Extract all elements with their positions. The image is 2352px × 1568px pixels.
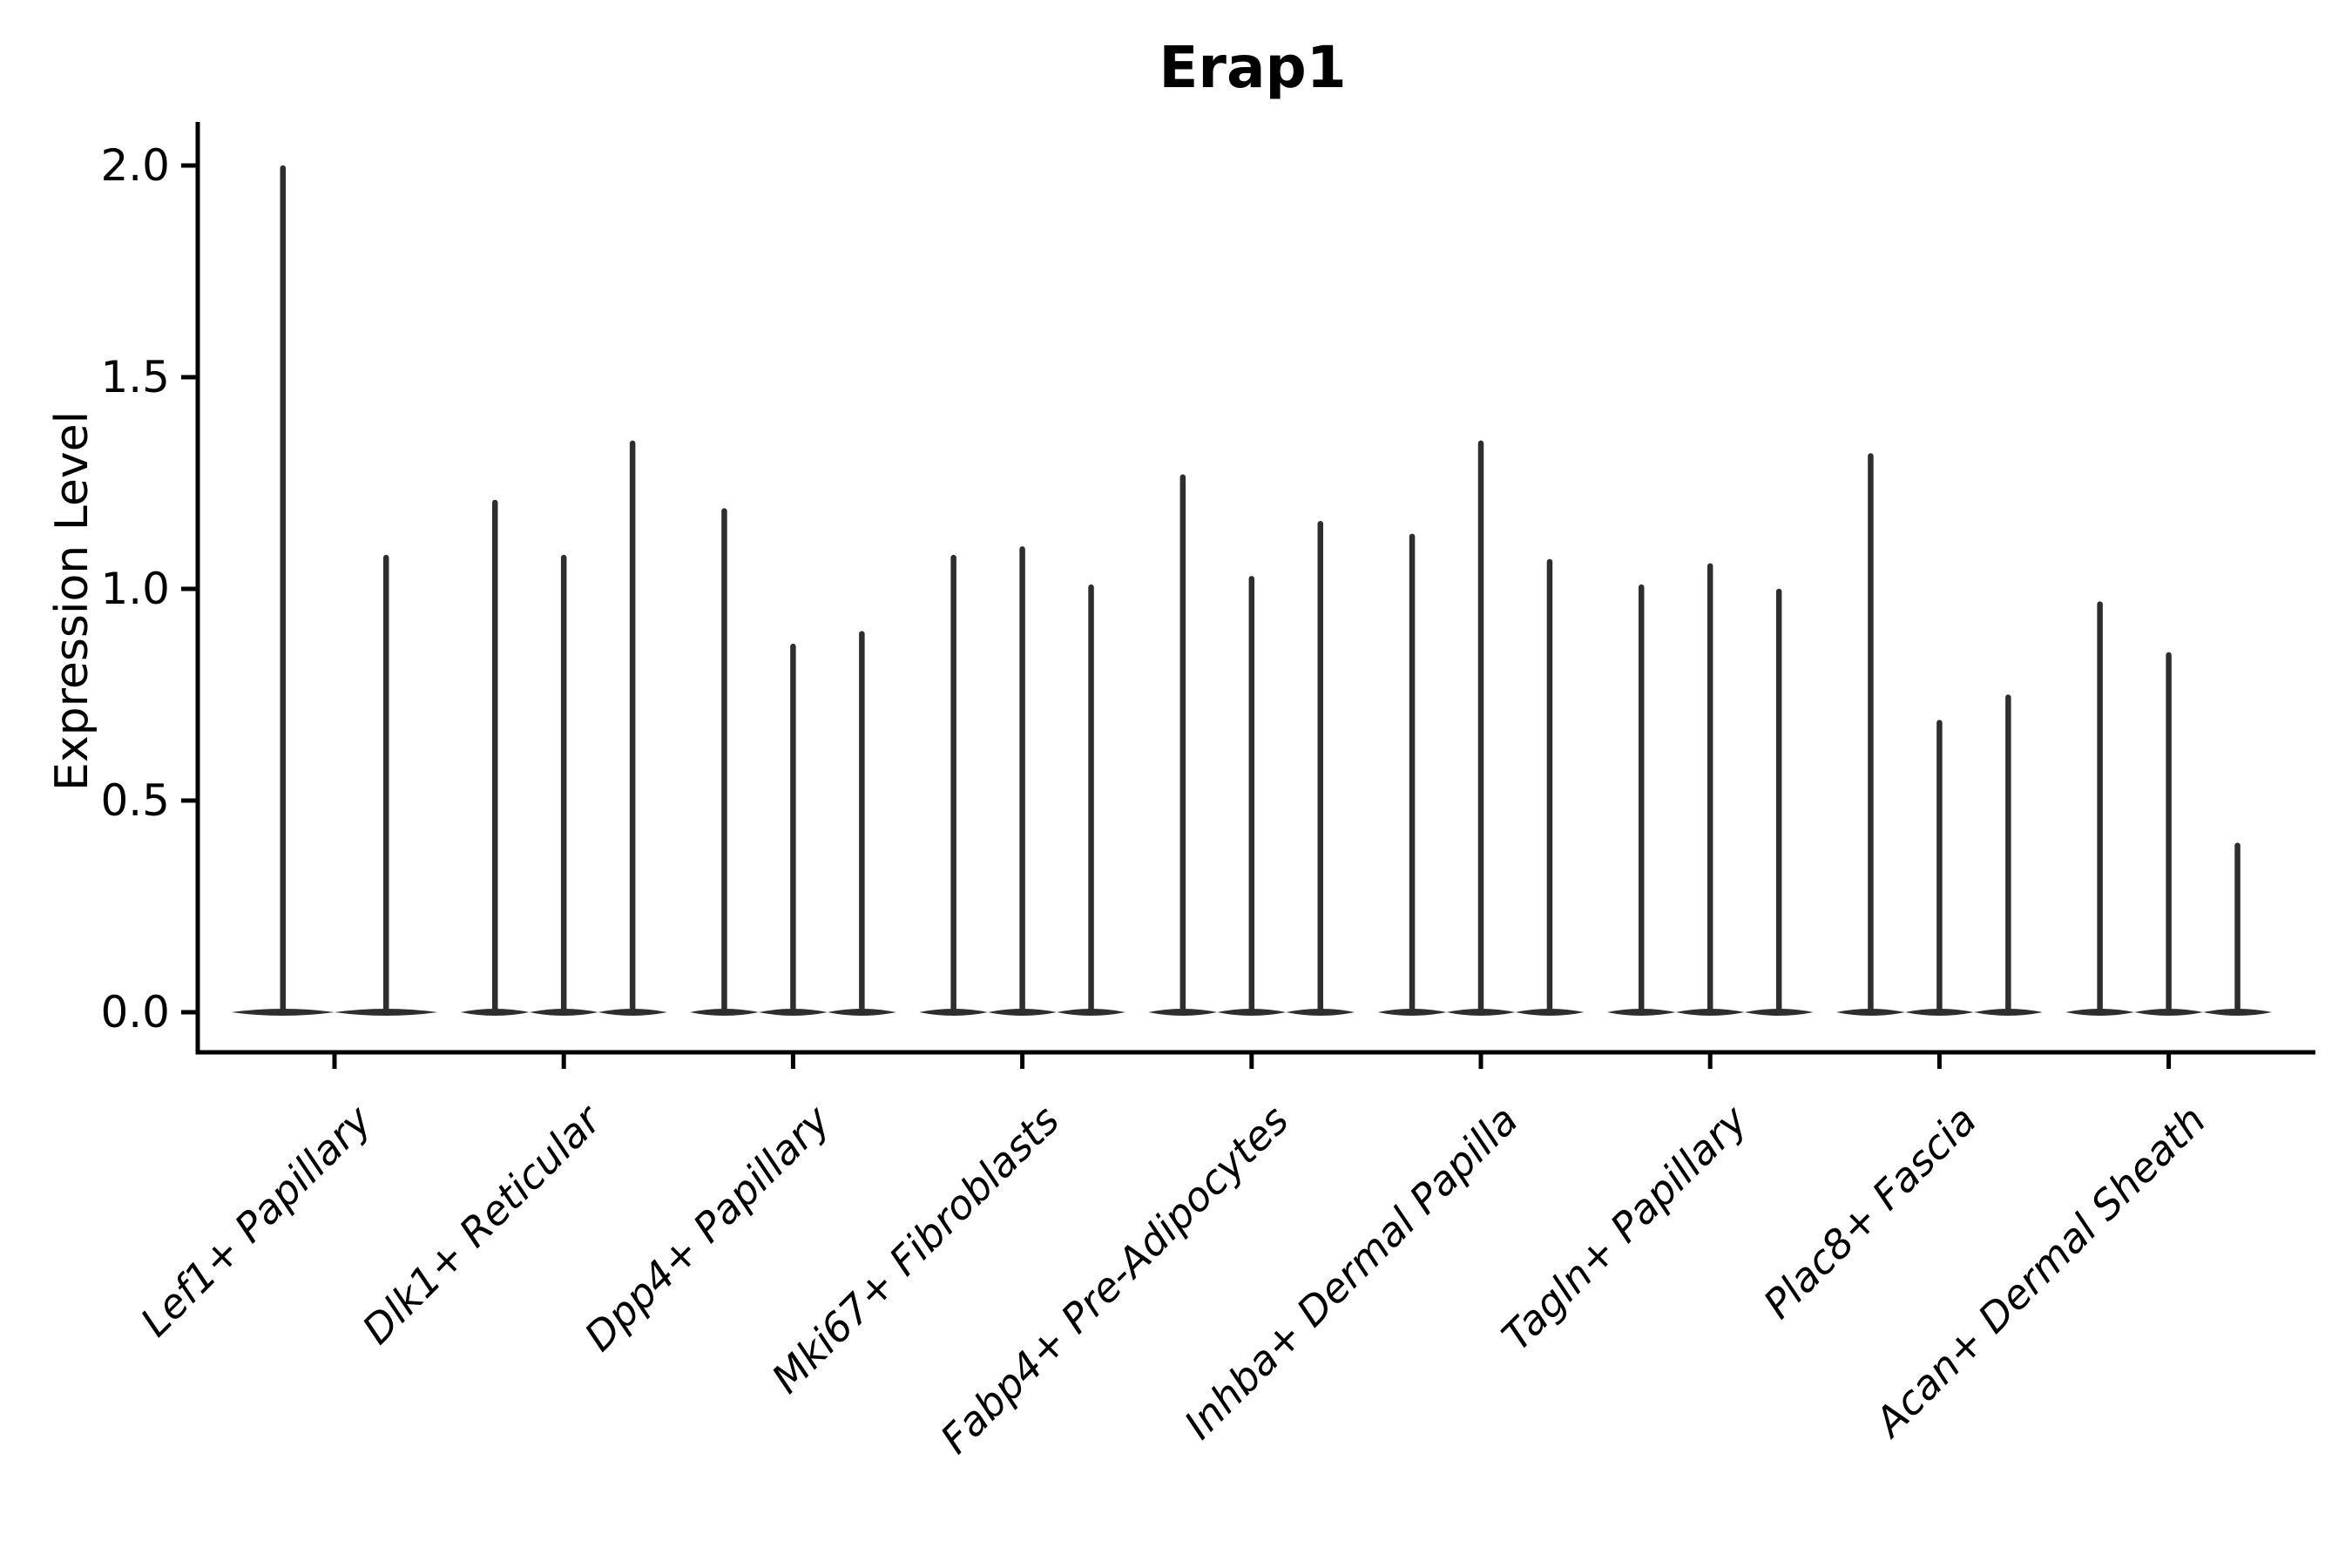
y-tick-label: 2.0 (100, 140, 170, 191)
violin-group-5 (1148, 474, 1355, 1016)
chart-title: Erap1 (1159, 34, 1346, 101)
axes-layer (181, 122, 2315, 1069)
y-tick-label: 1.0 (100, 564, 170, 614)
violin-group-3 (689, 508, 896, 1016)
violin-group-6 (1377, 440, 1585, 1016)
violin-group-2 (460, 440, 667, 1016)
x-tick-label: Dlk1+ Reticular (353, 1094, 612, 1353)
y-tick-label: 0.0 (100, 987, 170, 1037)
violin-group-4 (919, 546, 1126, 1016)
x-tick-label: Lef1+ Papillary (132, 1096, 381, 1345)
y-tick-label: 0.5 (100, 775, 170, 826)
x-tick-label: Tagln+ Papillary (1493, 1096, 1757, 1360)
violins-layer (231, 165, 2273, 1016)
violin-group-1 (231, 165, 438, 1016)
x-tick-label: Dpp4+ Papillary (576, 1096, 840, 1360)
x-tick-label: Plac8+ Fascia (1754, 1097, 1985, 1328)
y-tick-label: 1.5 (100, 352, 170, 402)
violin-group-7 (1606, 563, 1814, 1016)
violin-group-9 (2065, 601, 2273, 1016)
y-axis-label: Expression Level (46, 411, 98, 791)
violin-group-8 (1835, 453, 2043, 1016)
